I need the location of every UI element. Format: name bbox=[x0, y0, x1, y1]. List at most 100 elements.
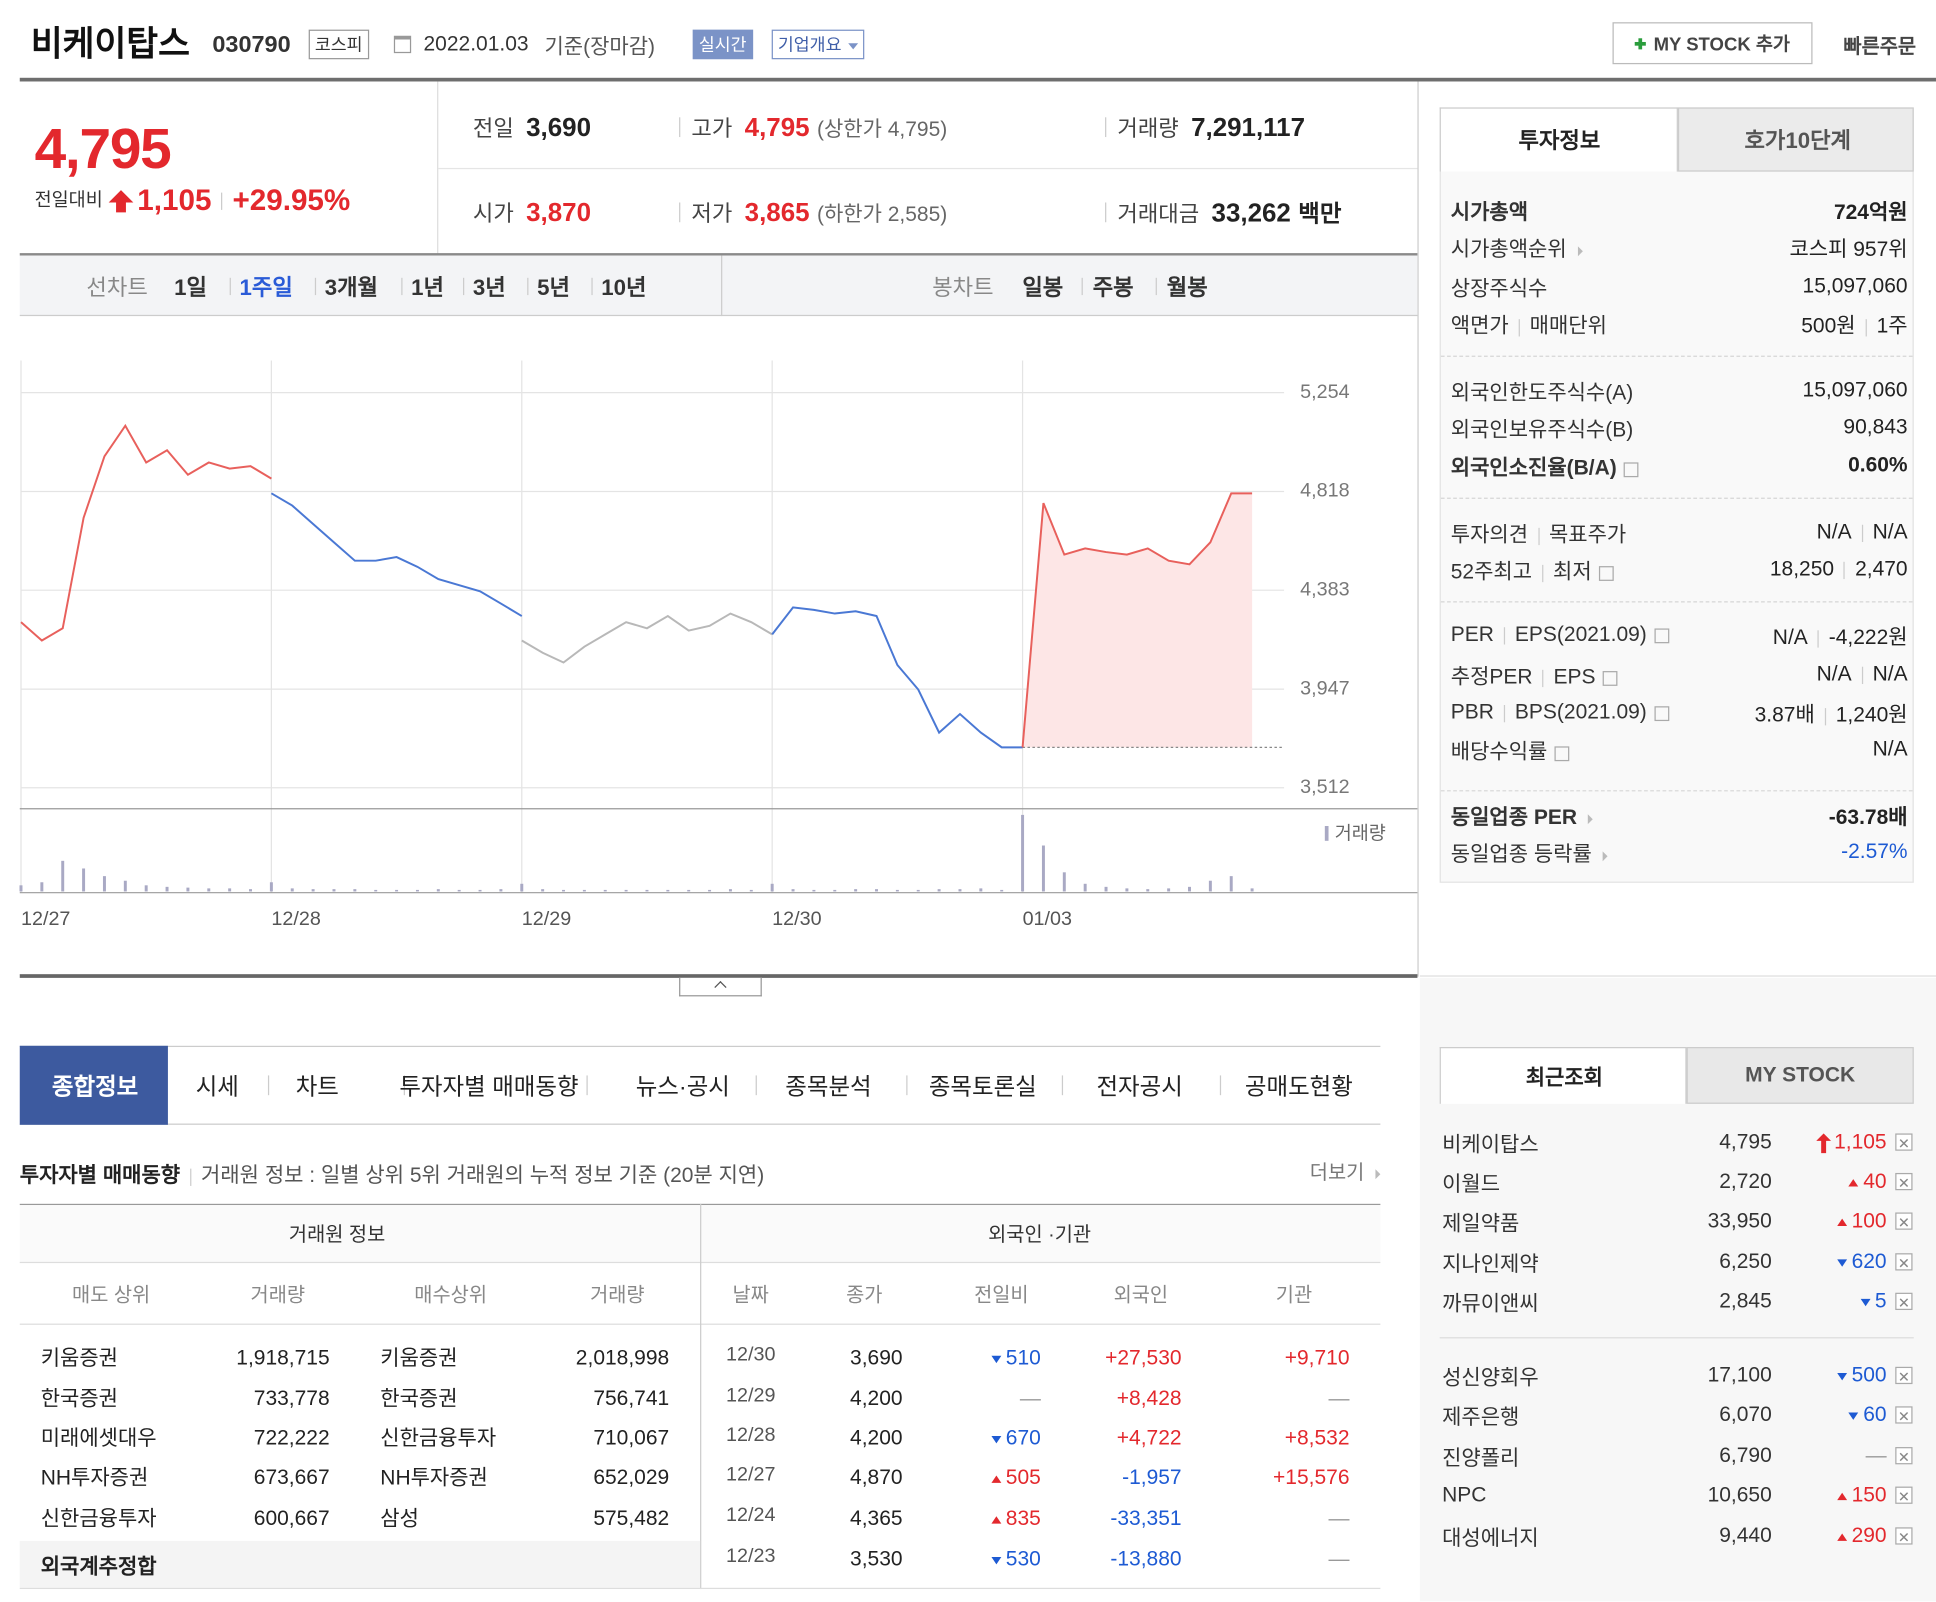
remove-button[interactable] bbox=[1895, 1527, 1913, 1545]
recent-tab-label: MY STOCK bbox=[1745, 1063, 1856, 1087]
main-tab[interactable]: 종합정보 bbox=[51, 1074, 139, 1101]
remove-button[interactable] bbox=[1895, 1292, 1913, 1311]
separator bbox=[1542, 669, 1544, 687]
main-tab[interactable]: 투자자별 매매동향 bbox=[399, 1074, 579, 1101]
main-tab[interactable]: 시세 bbox=[195, 1074, 239, 1101]
info-tab-active[interactable] bbox=[1439, 107, 1678, 172]
info-tab[interactable] bbox=[1677, 107, 1914, 172]
column-header: 날짜 bbox=[732, 1285, 769, 1307]
info-group-rule bbox=[1440, 790, 1913, 792]
volume-bar bbox=[937, 889, 941, 892]
candle-tab[interactable]: 월봉 bbox=[1166, 275, 1208, 301]
main-tab[interactable]: 차트 bbox=[295, 1074, 339, 1101]
recent-change-cell: 1,105 bbox=[1816, 1129, 1887, 1155]
info-value: N/A bbox=[1772, 625, 1808, 649]
main-tab[interactable]: 전자공시 bbox=[1096, 1074, 1183, 1101]
table-divider bbox=[700, 1203, 702, 1590]
info-label: 목표주가 bbox=[1548, 522, 1627, 547]
info-value: 2,470 bbox=[1855, 556, 1908, 581]
main-tab[interactable]: 종목분석 bbox=[785, 1074, 872, 1101]
x-tick-label: 12/30 bbox=[772, 908, 821, 930]
info-value-group: N/A N/A bbox=[1817, 520, 1908, 545]
recent-name[interactable]: 제일약품 bbox=[1442, 1211, 1520, 1236]
recent-name[interactable]: 진양폴리 bbox=[1442, 1446, 1520, 1470]
realtime-badge[interactable]: 실시간 bbox=[692, 29, 753, 60]
remove-button[interactable] bbox=[1895, 1447, 1913, 1465]
column-header: 매도 상위 bbox=[72, 1285, 151, 1307]
period-tab[interactable]: 3년 bbox=[472, 275, 506, 301]
volume-bar bbox=[415, 889, 419, 892]
overview-text: 기업개요 bbox=[777, 34, 842, 55]
recent-name[interactable]: 제주은행 bbox=[1442, 1405, 1520, 1430]
help-icon[interactable] bbox=[1654, 705, 1670, 721]
remove-button[interactable] bbox=[1895, 1172, 1913, 1191]
recent-name[interactable]: 성신양회우 bbox=[1442, 1366, 1539, 1390]
quote-value: 3,690 bbox=[526, 113, 592, 142]
broker-volume: 722,222 bbox=[253, 1426, 330, 1450]
overview-button[interactable]: 기업개요 bbox=[771, 29, 864, 60]
help-icon[interactable] bbox=[1599, 565, 1614, 581]
remove-button[interactable] bbox=[1895, 1212, 1913, 1230]
remove-button[interactable] bbox=[1895, 1253, 1913, 1271]
candle-tab[interactable]: 주봉 bbox=[1092, 275, 1134, 301]
period-tab[interactable]: 1주일 bbox=[239, 275, 293, 301]
mystock-button[interactable]: MY STOCK 추가 bbox=[1612, 22, 1813, 65]
remove-button[interactable] bbox=[1895, 1366, 1913, 1385]
recent-change: 1,105 bbox=[1834, 1129, 1887, 1154]
recent-name[interactable]: 대성에너지 bbox=[1442, 1526, 1539, 1551]
help-icon[interactable] bbox=[1624, 461, 1639, 477]
volume-bar bbox=[478, 889, 482, 892]
info-value: -4,222원 bbox=[1828, 625, 1908, 649]
y-tick-label: 4,818 bbox=[1300, 480, 1349, 502]
recent-tab-active[interactable] bbox=[1439, 1047, 1687, 1104]
info-value: 3.87배 bbox=[1754, 703, 1815, 727]
recent-name[interactable]: 까뮤이앤씨 bbox=[1442, 1292, 1539, 1316]
more-link[interactable]: 더보기 bbox=[1310, 1156, 1381, 1186]
institution-net: — bbox=[1328, 1547, 1350, 1571]
info-group-rule bbox=[1440, 497, 1913, 499]
quote-label: 저가 bbox=[691, 201, 733, 226]
recent-name[interactable]: NPC bbox=[1442, 1482, 1487, 1507]
recent-tab[interactable] bbox=[1686, 1047, 1914, 1104]
main-tab-active[interactable] bbox=[19, 1045, 168, 1125]
volume-bar bbox=[708, 889, 712, 892]
period-tab[interactable]: 10년 bbox=[601, 275, 647, 301]
period-tab[interactable]: 3개월 bbox=[324, 275, 378, 301]
remove-button[interactable] bbox=[1895, 1406, 1913, 1424]
info-value: 18,250 bbox=[1769, 556, 1835, 581]
chart-toggle[interactable] bbox=[679, 977, 762, 997]
recent-name[interactable]: 이월드 bbox=[1442, 1172, 1501, 1196]
recent-price: 6,790 bbox=[1719, 1443, 1772, 1467]
help-icon[interactable] bbox=[1602, 670, 1618, 686]
info-value-group: 90,843 bbox=[1843, 415, 1907, 440]
help-icon[interactable] bbox=[1554, 745, 1570, 761]
broker-name: 미래에셋대우 bbox=[40, 1426, 157, 1451]
period-tab[interactable]: 1년 bbox=[411, 275, 444, 301]
help-icon[interactable] bbox=[1654, 627, 1670, 643]
quote-item: 거래대금 33,262 백만 bbox=[1117, 196, 1341, 229]
broker-name: 한국증권 bbox=[380, 1387, 458, 1411]
volume-bar bbox=[1208, 880, 1212, 892]
info-label: 외국인소진율(B/A) bbox=[1450, 456, 1617, 480]
candle-tab[interactable]: 일봉 bbox=[1022, 275, 1064, 301]
recent-change-cell: 40 bbox=[1848, 1169, 1887, 1194]
info-label: 외국인보유주식수(B) bbox=[1450, 417, 1634, 442]
volume-bar bbox=[875, 889, 878, 892]
main-tab[interactable]: 공매도현황 bbox=[1244, 1074, 1353, 1101]
recent-name[interactable]: 지나인제약 bbox=[1442, 1252, 1539, 1277]
period-tab[interactable]: 1일 bbox=[174, 275, 207, 301]
quote-unit: 백만 bbox=[1298, 201, 1342, 228]
remove-button[interactable] bbox=[1895, 1486, 1913, 1504]
quote-note: (상한가 4,795) bbox=[816, 117, 948, 141]
price-change: — bbox=[1019, 1386, 1041, 1411]
quick-order[interactable]: 빠른주문 bbox=[1843, 37, 1917, 59]
mystock-text: MY STOCK 추가 bbox=[1653, 33, 1790, 55]
recent-name[interactable]: 비케이탑스 bbox=[1442, 1132, 1539, 1157]
period-tab[interactable]: 5년 bbox=[537, 275, 570, 301]
main-tab[interactable]: 종목토론실 bbox=[928, 1074, 1037, 1101]
remove-button[interactable] bbox=[1895, 1133, 1913, 1151]
tab-separator bbox=[1081, 277, 1083, 296]
main-tab[interactable]: 뉴스·공시 bbox=[635, 1074, 730, 1101]
broker-volume: 733,778 bbox=[253, 1386, 330, 1411]
close-price: 4,200 bbox=[850, 1426, 903, 1450]
